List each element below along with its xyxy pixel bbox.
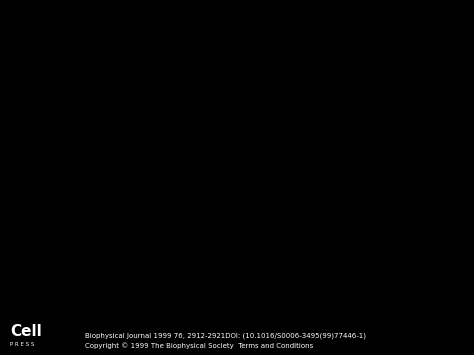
Text: 25.2: 25.2: [319, 166, 335, 171]
Text: 29.4: 29.4: [317, 232, 333, 238]
Text: Cell: Cell: [10, 324, 42, 339]
Text: 29.4: 29.4: [317, 101, 333, 107]
Text: 26.7: 26.7: [334, 142, 350, 148]
Text: 26.7: 26.7: [334, 192, 350, 198]
Text: BB84 PCB: BB84 PCB: [299, 195, 336, 204]
Text: BB84 PCB#: BB84 PCB#: [175, 78, 219, 87]
Text: 29.4: 29.4: [282, 229, 297, 235]
Text: B84 PCB: B84 PCB: [168, 146, 200, 154]
Text: BB84 PCB#: BB84 PCB#: [310, 78, 354, 87]
Text: AA84 PCB#: AA84 PCB#: [205, 65, 249, 74]
Text: A84 PCB#: A84 PCB#: [332, 266, 371, 275]
Text: B155 PCB#: B155 PCB#: [363, 142, 406, 152]
Text: B84 PCB#: B84 PCB#: [318, 257, 356, 266]
Text: AA84 PCB#: AA84 PCB#: [340, 65, 384, 74]
Text: 35.3: 35.3: [191, 232, 207, 238]
Text: 20.9: 20.9: [313, 198, 329, 204]
Text: BB155 PCB#: BB155 PCB#: [370, 201, 419, 210]
Text: P R E S S: P R E S S: [10, 342, 35, 347]
Text: B155 PCB: B155 PCB: [228, 152, 264, 161]
Text: Copyright © 1999 The Biophysical Society  Terms and Conditions: Copyright © 1999 The Biophysical Society…: [85, 343, 314, 349]
Text: B84 PCB: B84 PCB: [295, 133, 327, 142]
Text: Figure 8: Figure 8: [212, 14, 262, 27]
Text: A84 PCB: A84 PCB: [332, 133, 365, 142]
Text: 25.9: 25.9: [156, 234, 172, 240]
Text: BB84 PCB: BB84 PCB: [168, 207, 205, 216]
Text: Biophysical Journal 1999 76, 2912-2921DOI: (10.1016/S0006-3495(99)77446-1): Biophysical Journal 1999 76, 2912-2921DO…: [85, 332, 366, 339]
Text: F. diplosiphon  phycocyanin: F. diplosiphon phycocyanin: [111, 296, 246, 306]
Text: 26.7: 26.7: [188, 266, 204, 272]
Text: B84 PCB#: B84 PCB#: [168, 269, 206, 278]
Text: A84 PCB#: A84 PCB#: [198, 257, 236, 266]
Text: chromophore packing: chromophore packing: [126, 310, 232, 320]
Text: C. caldarium  phycocyanin: C. caldarium phycocyanin: [301, 296, 431, 306]
Text: 37.7: 37.7: [282, 166, 297, 171]
Text: 20.6: 20.6: [169, 71, 185, 77]
Text: chromophore packing: chromophore packing: [313, 310, 419, 320]
Text: 25.9: 25.9: [156, 107, 172, 113]
Text: B155 PCB#: B155 PCB#: [228, 275, 271, 284]
Text: 20.9: 20.9: [293, 136, 309, 142]
Text: AA84 PCB: AA84 PCB: [332, 195, 370, 204]
Text: 35.3: 35.3: [156, 172, 172, 178]
Text: 30.4: 30.4: [334, 176, 350, 182]
Text: 35.3: 35.3: [191, 101, 207, 107]
Text: A84 PCB: A84 PCB: [198, 133, 230, 142]
Text: 26.2: 26.2: [194, 152, 209, 158]
Text: AA84 PCB: AA84 PCB: [198, 195, 236, 204]
Text: 29.4: 29.4: [282, 105, 297, 111]
Text: 27.3: 27.3: [355, 169, 370, 175]
Text: 20.9: 20.9: [308, 71, 323, 77]
Text: 38.7: 38.7: [188, 142, 204, 148]
Text: 20.6: 20.6: [179, 200, 194, 206]
